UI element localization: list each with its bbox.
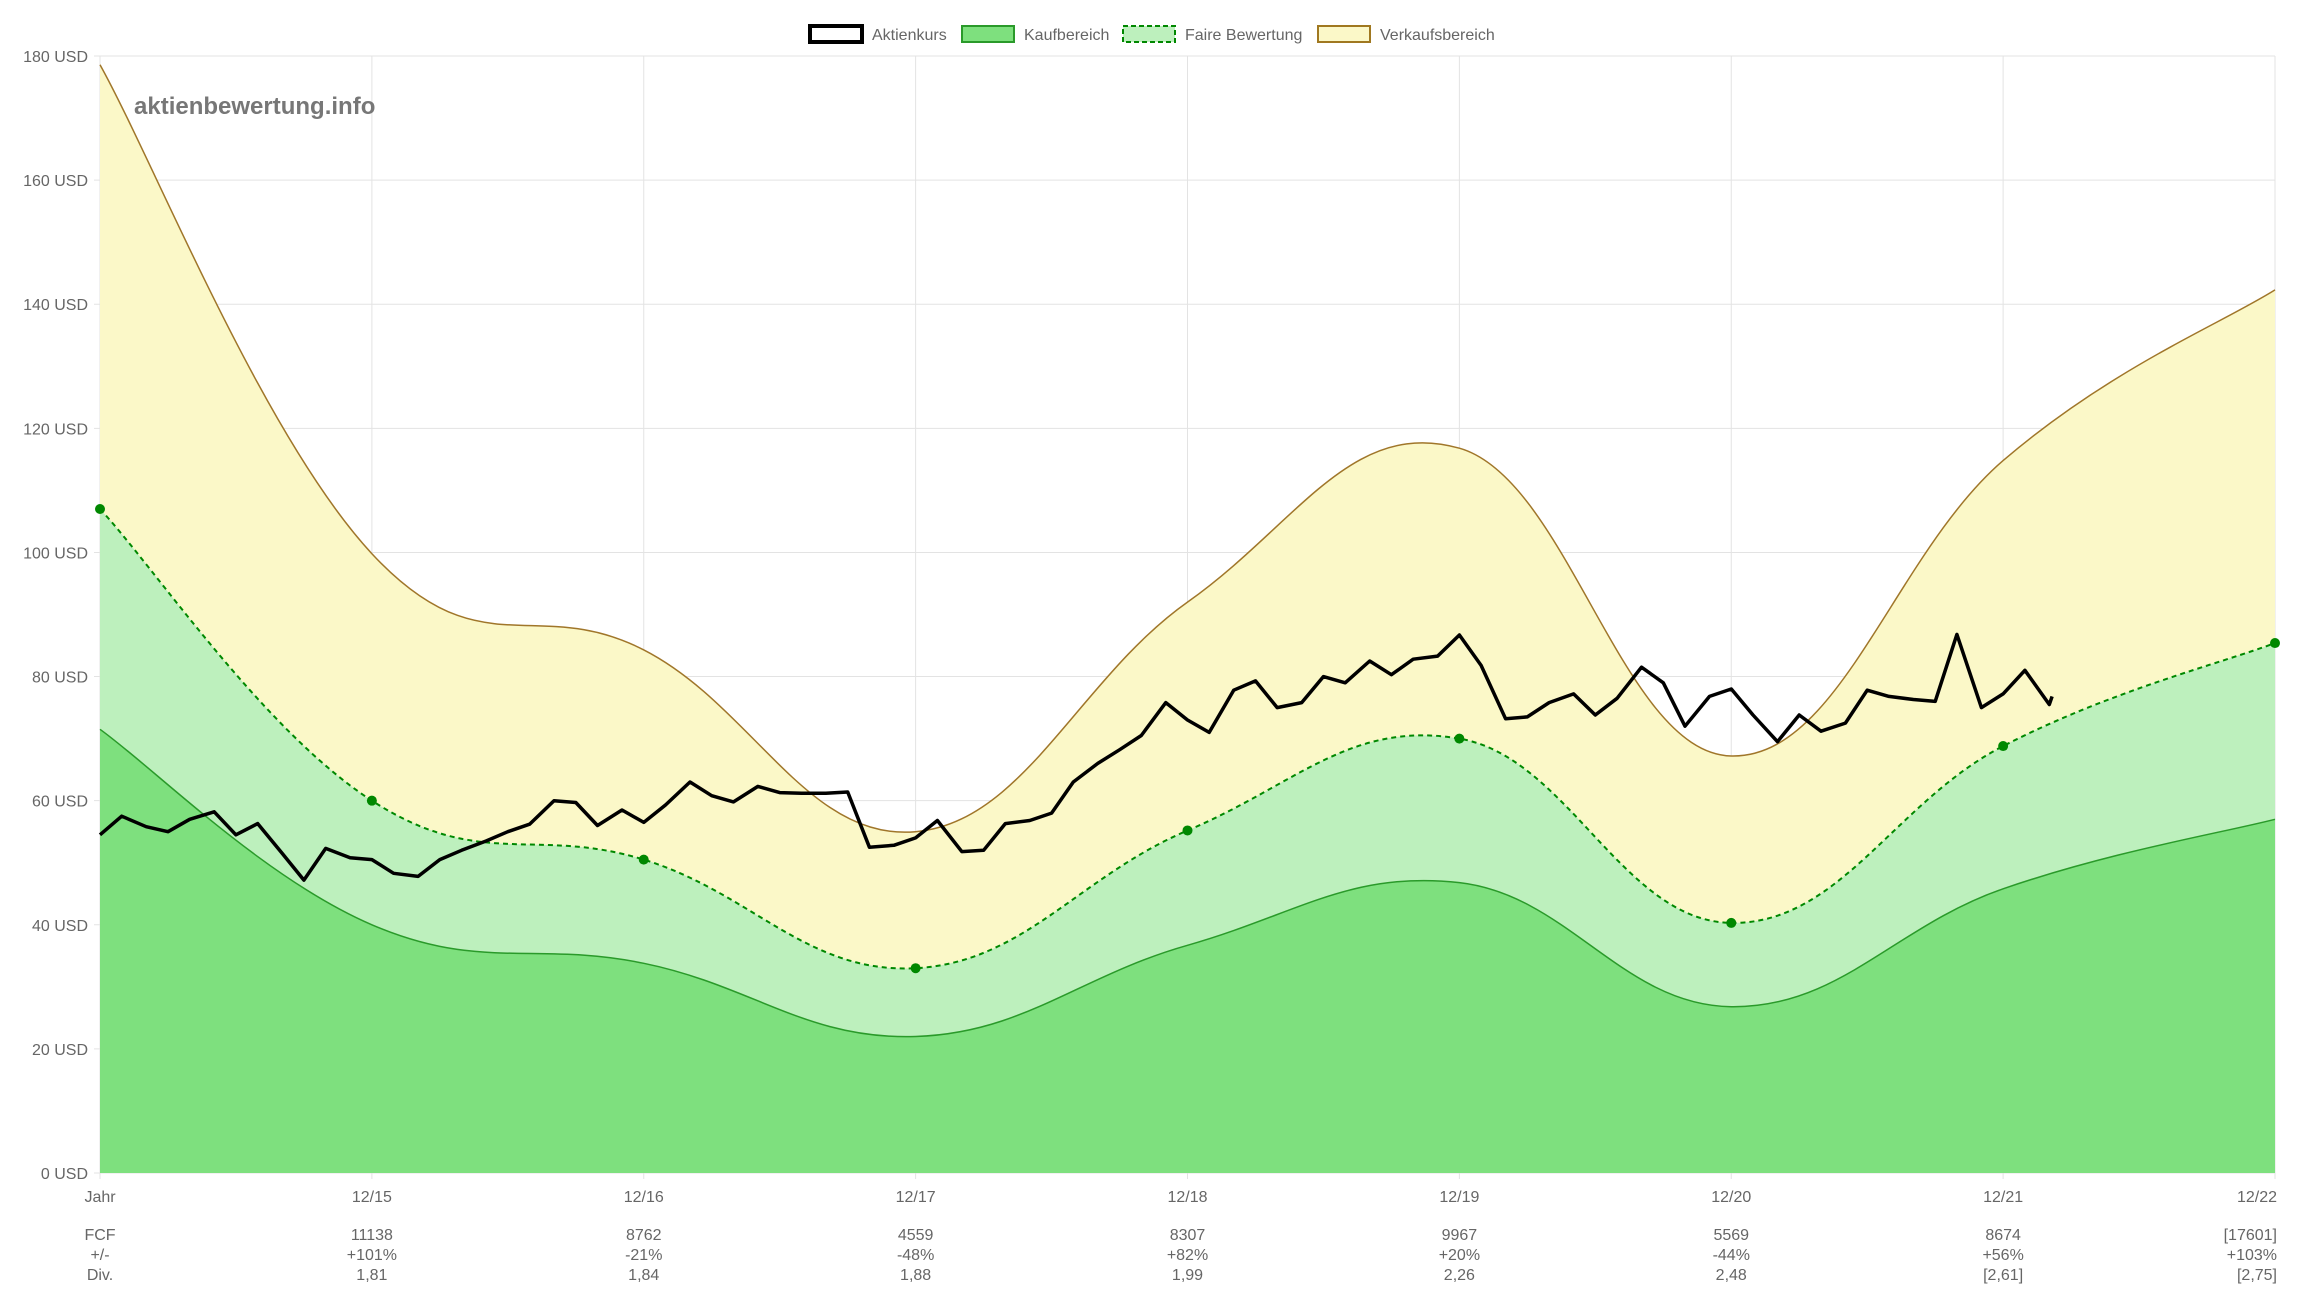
y-tick-label-8: 160 USD [23, 173, 88, 190]
faire-bewertung-point-8 [2270, 638, 2280, 649]
table-cell-2-3: 1,99 [1172, 1267, 1203, 1284]
table-row-label-1: +/- [90, 1247, 109, 1264]
y-tick-label-9: 180 USD [23, 49, 88, 66]
faire-bewertung-point-3 [910, 963, 921, 974]
table-cell-0-0: 11138 [351, 1227, 393, 1244]
legend-label-sell: Verkaufsbereich [1380, 27, 1495, 44]
faire-bewertung-point-1 [366, 795, 377, 806]
verkaufsbereich-area [100, 64, 2275, 969]
faire-bewertung-point-5 [1454, 733, 1465, 744]
y-tick-label-7: 140 USD [23, 297, 88, 314]
table-cell-1-2: -48% [897, 1247, 934, 1264]
x-tick-label-5: 12/19 [1439, 1189, 1479, 1206]
table-cell-2-4: 2,26 [1444, 1267, 1475, 1284]
x-tick-label-1: 12/15 [352, 1189, 392, 1206]
x-tick-label-7: 12/21 [1983, 1189, 2023, 1206]
table-cell-1-6: +56% [1982, 1247, 2023, 1264]
faire-bewertung-point-4 [1182, 825, 1193, 836]
table-cell-0-6: 8674 [1985, 1227, 2021, 1244]
y-tick-label-6: 120 USD [23, 421, 88, 438]
legend-label-price: Aktienkurs [872, 27, 947, 44]
legend-item-sell: Verkaufsbereich [1317, 25, 1495, 44]
y-tick-label-0: 0 USD [41, 1166, 88, 1183]
table-cell-2-0: 1,81 [356, 1267, 387, 1284]
table-cell-0-1: 8762 [626, 1227, 662, 1244]
faire-bewertung-point-7 [1998, 741, 2009, 752]
table-row-label-2: Div. [87, 1267, 113, 1284]
verkaufsbereich-line [99, 64, 2276, 833]
legend-label-buy: Kaufbereich [1024, 27, 1109, 44]
legend-swatch-price [808, 24, 864, 44]
table-cell-1-5: -44% [1713, 1247, 1750, 1264]
x-axis: Jahr 12/15 12/16 12/17 12/18 12/19 12/20 12/21 1… [84, 1189, 2277, 1206]
faire-bewertung-point-6 [1726, 917, 1737, 928]
table-cell-0-3: 8307 [1170, 1227, 1206, 1244]
table-cell-0-7: [17601] [2224, 1227, 2277, 1244]
faire-bewertung-point-2 [638, 854, 649, 865]
x-tick-label-3: 12/17 [896, 1189, 936, 1206]
legend-item-buy: Kaufbereich [961, 25, 1109, 44]
table-cell-0-2: 4559 [898, 1227, 934, 1244]
aktienkurs-line [98, 632, 2054, 882]
y-axis: 0 USD 20 USD 40 USD 60 USD 80 USD 100 USD 120 … [23, 49, 88, 1183]
y-tick-label-2: 40 USD [32, 918, 88, 935]
table-row-label-0: FCF [84, 1227, 115, 1244]
table-cell-1-3: +82% [1167, 1247, 1208, 1264]
x-tick-label-2: 12/16 [624, 1189, 664, 1206]
faire-bewertung-area [100, 509, 2275, 1037]
table-cell-2-7: [2,75] [2237, 1267, 2277, 1284]
legend-label-fair: Faire Bewertung [1185, 27, 1302, 44]
kaufbereich-area [100, 729, 2275, 1173]
x-tick-label-6: 12/20 [1711, 1189, 1751, 1206]
table-cell-2-6: [2,61] [1983, 1267, 2023, 1284]
x-tick-label-4: 12/18 [1167, 1189, 1207, 1206]
x-tick-label-8: 12/22 [2237, 1189, 2277, 1206]
y-tick-label-3: 60 USD [32, 794, 88, 811]
table-cell-2-5: 2,48 [1716, 1267, 1747, 1284]
table-cell-0-4: 9967 [1442, 1227, 1478, 1244]
legend-swatch-fair [1122, 25, 1176, 43]
legend: Aktienkurs Kaufbereich Faire Bewertung Verk… [808, 24, 1495, 44]
table-cell-1-1: -21% [625, 1247, 662, 1264]
legend-swatch-buy [961, 25, 1015, 43]
data-table: FCF 11138 8762 4559 8307 9967 5569 8674 [17601] +… [84, 1227, 2277, 1284]
legend-swatch-sell [1317, 25, 1371, 43]
table-cell-2-2: 1,88 [900, 1267, 931, 1284]
table-cell-2-1: 1,84 [628, 1267, 659, 1284]
table-cell-1-7: +103% [2227, 1247, 2277, 1264]
x-tick-label-0: Jahr [84, 1189, 116, 1206]
table-cell-0-5: 5569 [1713, 1227, 1749, 1244]
legend-item-price: Aktienkurs [808, 24, 947, 44]
table-cell-1-0: +101% [347, 1247, 397, 1264]
y-tick-label-4: 80 USD [32, 670, 88, 687]
table-cell-1-4: +20% [1439, 1247, 1480, 1264]
legend-item-fair: Faire Bewertung [1122, 25, 1302, 44]
watermark-text: aktienbewertung.info [134, 93, 375, 120]
faire-bewertung-point-0 [95, 504, 105, 515]
price-layer [98, 632, 2054, 882]
y-tick-label-1: 20 USD [32, 1042, 88, 1059]
areas [95, 64, 2280, 1173]
kaufbereich-line [99, 728, 2276, 1038]
y-tick-label-5: 100 USD [23, 545, 88, 562]
